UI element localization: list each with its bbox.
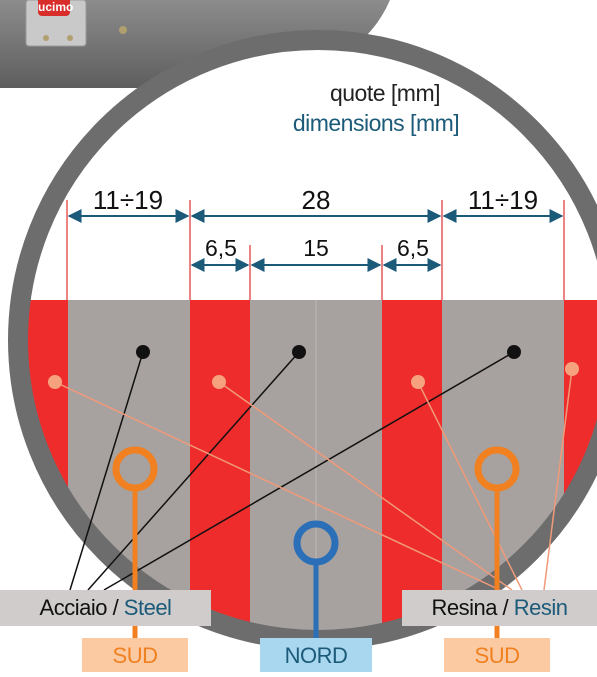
- dim-inner-left: 6,5: [205, 235, 237, 261]
- title-english: dimensions [mm]: [292, 110, 460, 136]
- resin-strip-2: [190, 300, 250, 640]
- pole-label-nord: NORD: [260, 638, 372, 672]
- resin-dots: [48, 362, 579, 389]
- resin-label-italian: Resina: [431, 595, 497, 620]
- dim-inner-right: 6,5: [397, 235, 429, 261]
- steel-label-english: Steel: [123, 595, 172, 620]
- resin-label-english: Resin: [513, 595, 568, 620]
- steel-label: Acciaio / Steel: [0, 590, 211, 626]
- steel-leaders: [69, 351, 515, 591]
- dim-center: 28: [301, 185, 331, 215]
- resin-strip-3: [382, 300, 442, 640]
- pole-label-sud-right: SUD: [444, 638, 550, 672]
- steel-label-separator: /: [106, 595, 124, 620]
- title-italian: quote [mm]: [329, 80, 441, 106]
- dim-outer-left: 11÷19: [92, 185, 164, 215]
- resin-label: Resina / Resin: [402, 590, 597, 626]
- resin-leaders: [54, 368, 573, 591]
- dim-outer-right: 11÷19: [467, 185, 539, 215]
- brand-badge: ucimo: [38, 0, 74, 16]
- dim-inner-center: 15: [303, 235, 329, 261]
- pole-label-sud-left: SUD: [82, 638, 188, 672]
- dimension-arrows: [67, 209, 564, 272]
- resin-label-separator: /: [496, 595, 514, 620]
- steel-label-italian: Acciaio: [39, 595, 108, 620]
- steel-dots: [136, 345, 521, 359]
- extension-lines: [66, 200, 565, 300]
